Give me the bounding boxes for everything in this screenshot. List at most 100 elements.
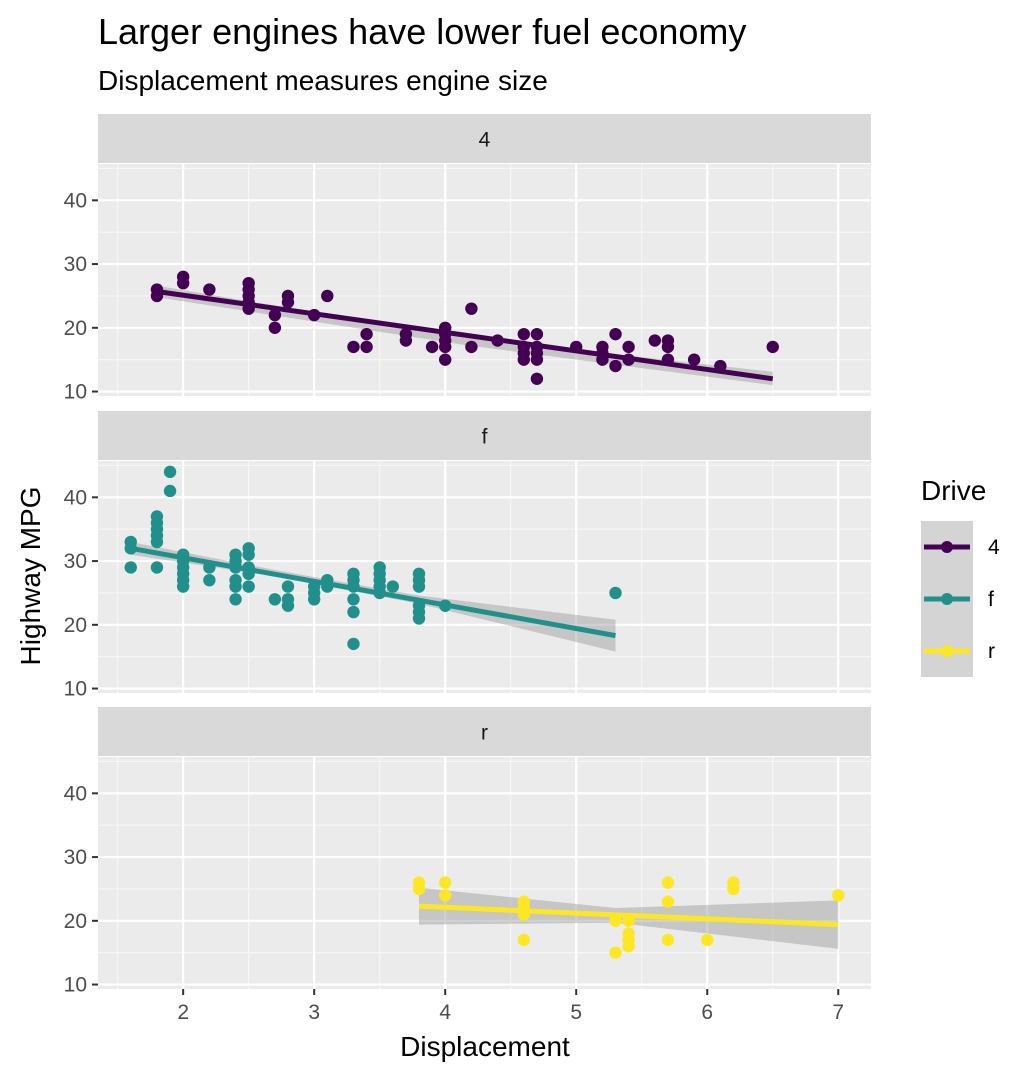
legend-key-point bbox=[941, 593, 953, 605]
data-point bbox=[307, 593, 321, 606]
panel-background bbox=[98, 757, 871, 989]
y-axis-title: Highway MPG bbox=[15, 487, 46, 666]
facet-panel-4: 4 10 20 30 40 bbox=[64, 114, 871, 404]
data-point bbox=[360, 327, 373, 341]
legend-item-f: f bbox=[924, 588, 994, 611]
data-point bbox=[268, 593, 282, 606]
data-point bbox=[438, 340, 452, 354]
data-point bbox=[281, 599, 295, 612]
y-tick-label: 40 bbox=[64, 782, 87, 805]
data-point bbox=[321, 289, 334, 303]
data-point bbox=[150, 561, 164, 574]
panel-background bbox=[98, 461, 871, 693]
data-point bbox=[727, 882, 740, 896]
x-axis: 2 3 4 5 6 7 bbox=[177, 989, 844, 1024]
data-point bbox=[386, 580, 399, 593]
data-point bbox=[412, 580, 426, 593]
facet-strip-label: r bbox=[481, 722, 488, 745]
data-point bbox=[150, 535, 164, 549]
data-point bbox=[530, 353, 544, 366]
data-point bbox=[203, 283, 216, 296]
data-point bbox=[701, 933, 714, 947]
data-point bbox=[517, 933, 531, 947]
y-tick-label: 10 bbox=[64, 381, 87, 404]
trend-line bbox=[130, 545, 616, 639]
legend-title: Drive bbox=[921, 475, 986, 506]
data-point bbox=[360, 340, 373, 354]
data-point bbox=[661, 895, 675, 908]
data-point bbox=[661, 876, 675, 889]
legend-item-r: r bbox=[924, 640, 995, 663]
facet-strip bbox=[98, 707, 871, 756]
data-point bbox=[609, 327, 622, 341]
data-point bbox=[124, 561, 137, 574]
data-point bbox=[438, 889, 452, 902]
data-point bbox=[347, 593, 360, 606]
x-tick-label: 3 bbox=[308, 1001, 320, 1024]
data-point bbox=[242, 580, 255, 593]
data-point bbox=[203, 573, 216, 587]
legend-key-point bbox=[941, 645, 953, 657]
data-point bbox=[517, 353, 531, 366]
legend-label: r bbox=[988, 640, 995, 663]
chart-subtitle: Displacement measures engine size bbox=[98, 65, 548, 96]
y-tick-label: 40 bbox=[64, 486, 87, 509]
x-tick-label: 2 bbox=[177, 1001, 189, 1024]
y-tick-label: 20 bbox=[64, 910, 87, 933]
facet-strip-label: 4 bbox=[479, 129, 491, 152]
data-point bbox=[609, 359, 622, 373]
y-tick-label: 40 bbox=[64, 189, 87, 212]
data-point bbox=[163, 465, 177, 479]
data-point bbox=[163, 484, 177, 498]
data-point bbox=[832, 889, 845, 902]
facet-strip bbox=[98, 114, 871, 163]
data-point bbox=[412, 612, 426, 625]
y-tick-label: 30 bbox=[64, 846, 87, 869]
data-point bbox=[268, 308, 282, 322]
data-point bbox=[609, 914, 622, 928]
data-point bbox=[176, 580, 190, 593]
confidence-band bbox=[156, 285, 773, 386]
data-point bbox=[609, 946, 622, 959]
data-point bbox=[622, 940, 635, 953]
facet-panel-f: f 10 20 30 40 bbox=[64, 411, 871, 701]
legend-item-4: 4 bbox=[924, 536, 1000, 559]
data-point bbox=[347, 340, 360, 354]
data-point bbox=[648, 334, 662, 347]
trend-line bbox=[418, 903, 839, 928]
x-tick-label: 5 bbox=[570, 1001, 582, 1024]
data-point bbox=[530, 327, 544, 341]
legend-label: 4 bbox=[988, 536, 1000, 559]
facet-panels: 4 10 20 30 40 f 10 20 30 40 r 10 20 30 40 bbox=[64, 114, 871, 997]
y-tick-label: 20 bbox=[64, 614, 87, 637]
legend-key-point bbox=[941, 541, 953, 553]
data-point bbox=[465, 340, 478, 354]
data-point bbox=[268, 321, 282, 335]
data-point bbox=[530, 372, 544, 385]
data-point bbox=[347, 637, 360, 651]
x-tick-label: 7 bbox=[832, 1001, 844, 1024]
data-point bbox=[609, 586, 622, 600]
data-point bbox=[425, 340, 439, 354]
facet-strip bbox=[98, 411, 871, 460]
data-point bbox=[229, 580, 242, 593]
data-point bbox=[229, 593, 242, 606]
data-point bbox=[438, 876, 452, 889]
data-point bbox=[465, 302, 478, 315]
legend-label: f bbox=[988, 588, 994, 611]
y-tick-label: 10 bbox=[64, 974, 87, 997]
y-tick-label: 30 bbox=[64, 253, 87, 276]
data-point bbox=[438, 353, 452, 366]
x-axis-title: Displacement bbox=[400, 1031, 570, 1062]
data-point bbox=[281, 296, 295, 309]
facet-strip-label: f bbox=[482, 426, 488, 449]
data-point bbox=[399, 334, 413, 347]
data-point bbox=[622, 340, 635, 354]
y-tick-label: 30 bbox=[64, 550, 87, 573]
x-tick-label: 6 bbox=[701, 1001, 713, 1024]
chart-title: Larger engines have lower fuel economy bbox=[98, 11, 746, 52]
y-tick-label: 20 bbox=[64, 317, 87, 340]
legend: Drive 4 f r bbox=[921, 475, 1000, 677]
y-tick-label: 10 bbox=[64, 678, 87, 701]
